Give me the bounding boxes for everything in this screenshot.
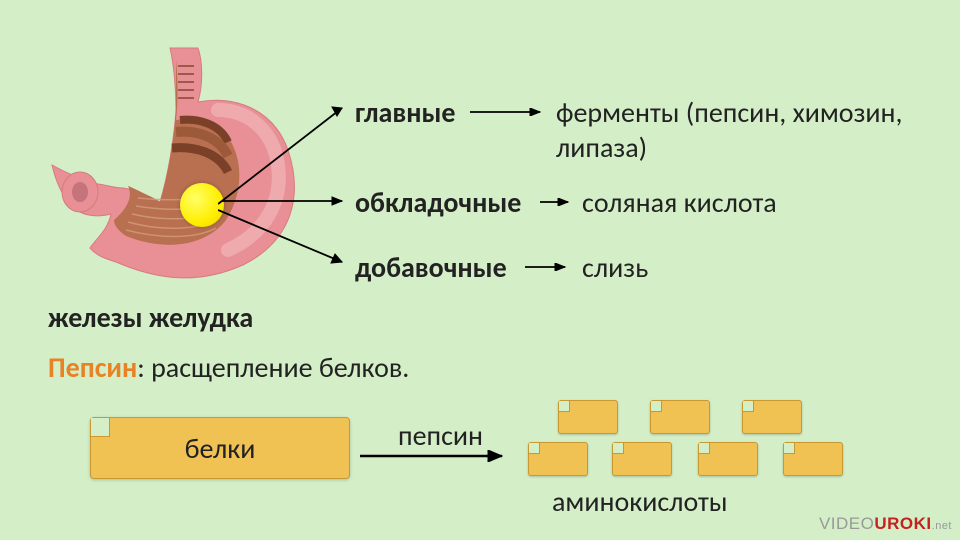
- pepsin-action: : расщепление белков.: [137, 350, 409, 385]
- pepsin-description: Пепсин: расщепление белков.: [48, 350, 409, 385]
- amino-box: [698, 442, 758, 476]
- cell-type-main: главные: [355, 95, 456, 130]
- arrow-main-product: [470, 108, 550, 116]
- protein-label: белки: [185, 431, 256, 466]
- arrow-dot-to-parietal: [222, 196, 352, 206]
- amino-box: [612, 442, 672, 476]
- arrow-dot-to-main: [218, 100, 353, 210]
- amino-box: [650, 400, 710, 434]
- watermark-mid: UROKI: [874, 514, 931, 533]
- amino-box: [783, 442, 843, 476]
- aminoacids-label: аминокислоты: [552, 484, 728, 519]
- amino-box: [558, 400, 618, 434]
- cell-type-accessory: добавочные: [355, 250, 507, 285]
- amino-box: [742, 400, 802, 434]
- product-enzymes: ферменты (пепсин, химозин, липаза): [556, 95, 936, 165]
- watermark-prefix: VIDEO: [819, 514, 874, 533]
- arrow-parietal-product: [540, 198, 578, 206]
- product-mucus: слизь: [582, 250, 648, 285]
- pepsin-name: Пепсин: [48, 350, 137, 385]
- glands-of-stomach-label: железы желудка: [48, 300, 253, 335]
- product-hcl: соляная кислота: [582, 185, 777, 220]
- watermark: VIDEOUROKI.net: [819, 514, 952, 534]
- arrow-protein-to-amino: [360, 450, 515, 462]
- arrow-accessory-product: [525, 263, 575, 271]
- protein-box: белки: [90, 417, 350, 479]
- arrow-dot-to-accessory: [218, 208, 353, 270]
- pepsin-arrow-label: пепсин: [398, 418, 483, 453]
- cell-type-parietal: обкладочные: [355, 185, 521, 220]
- watermark-suffix: .net: [932, 520, 952, 532]
- amino-box: [528, 442, 588, 476]
